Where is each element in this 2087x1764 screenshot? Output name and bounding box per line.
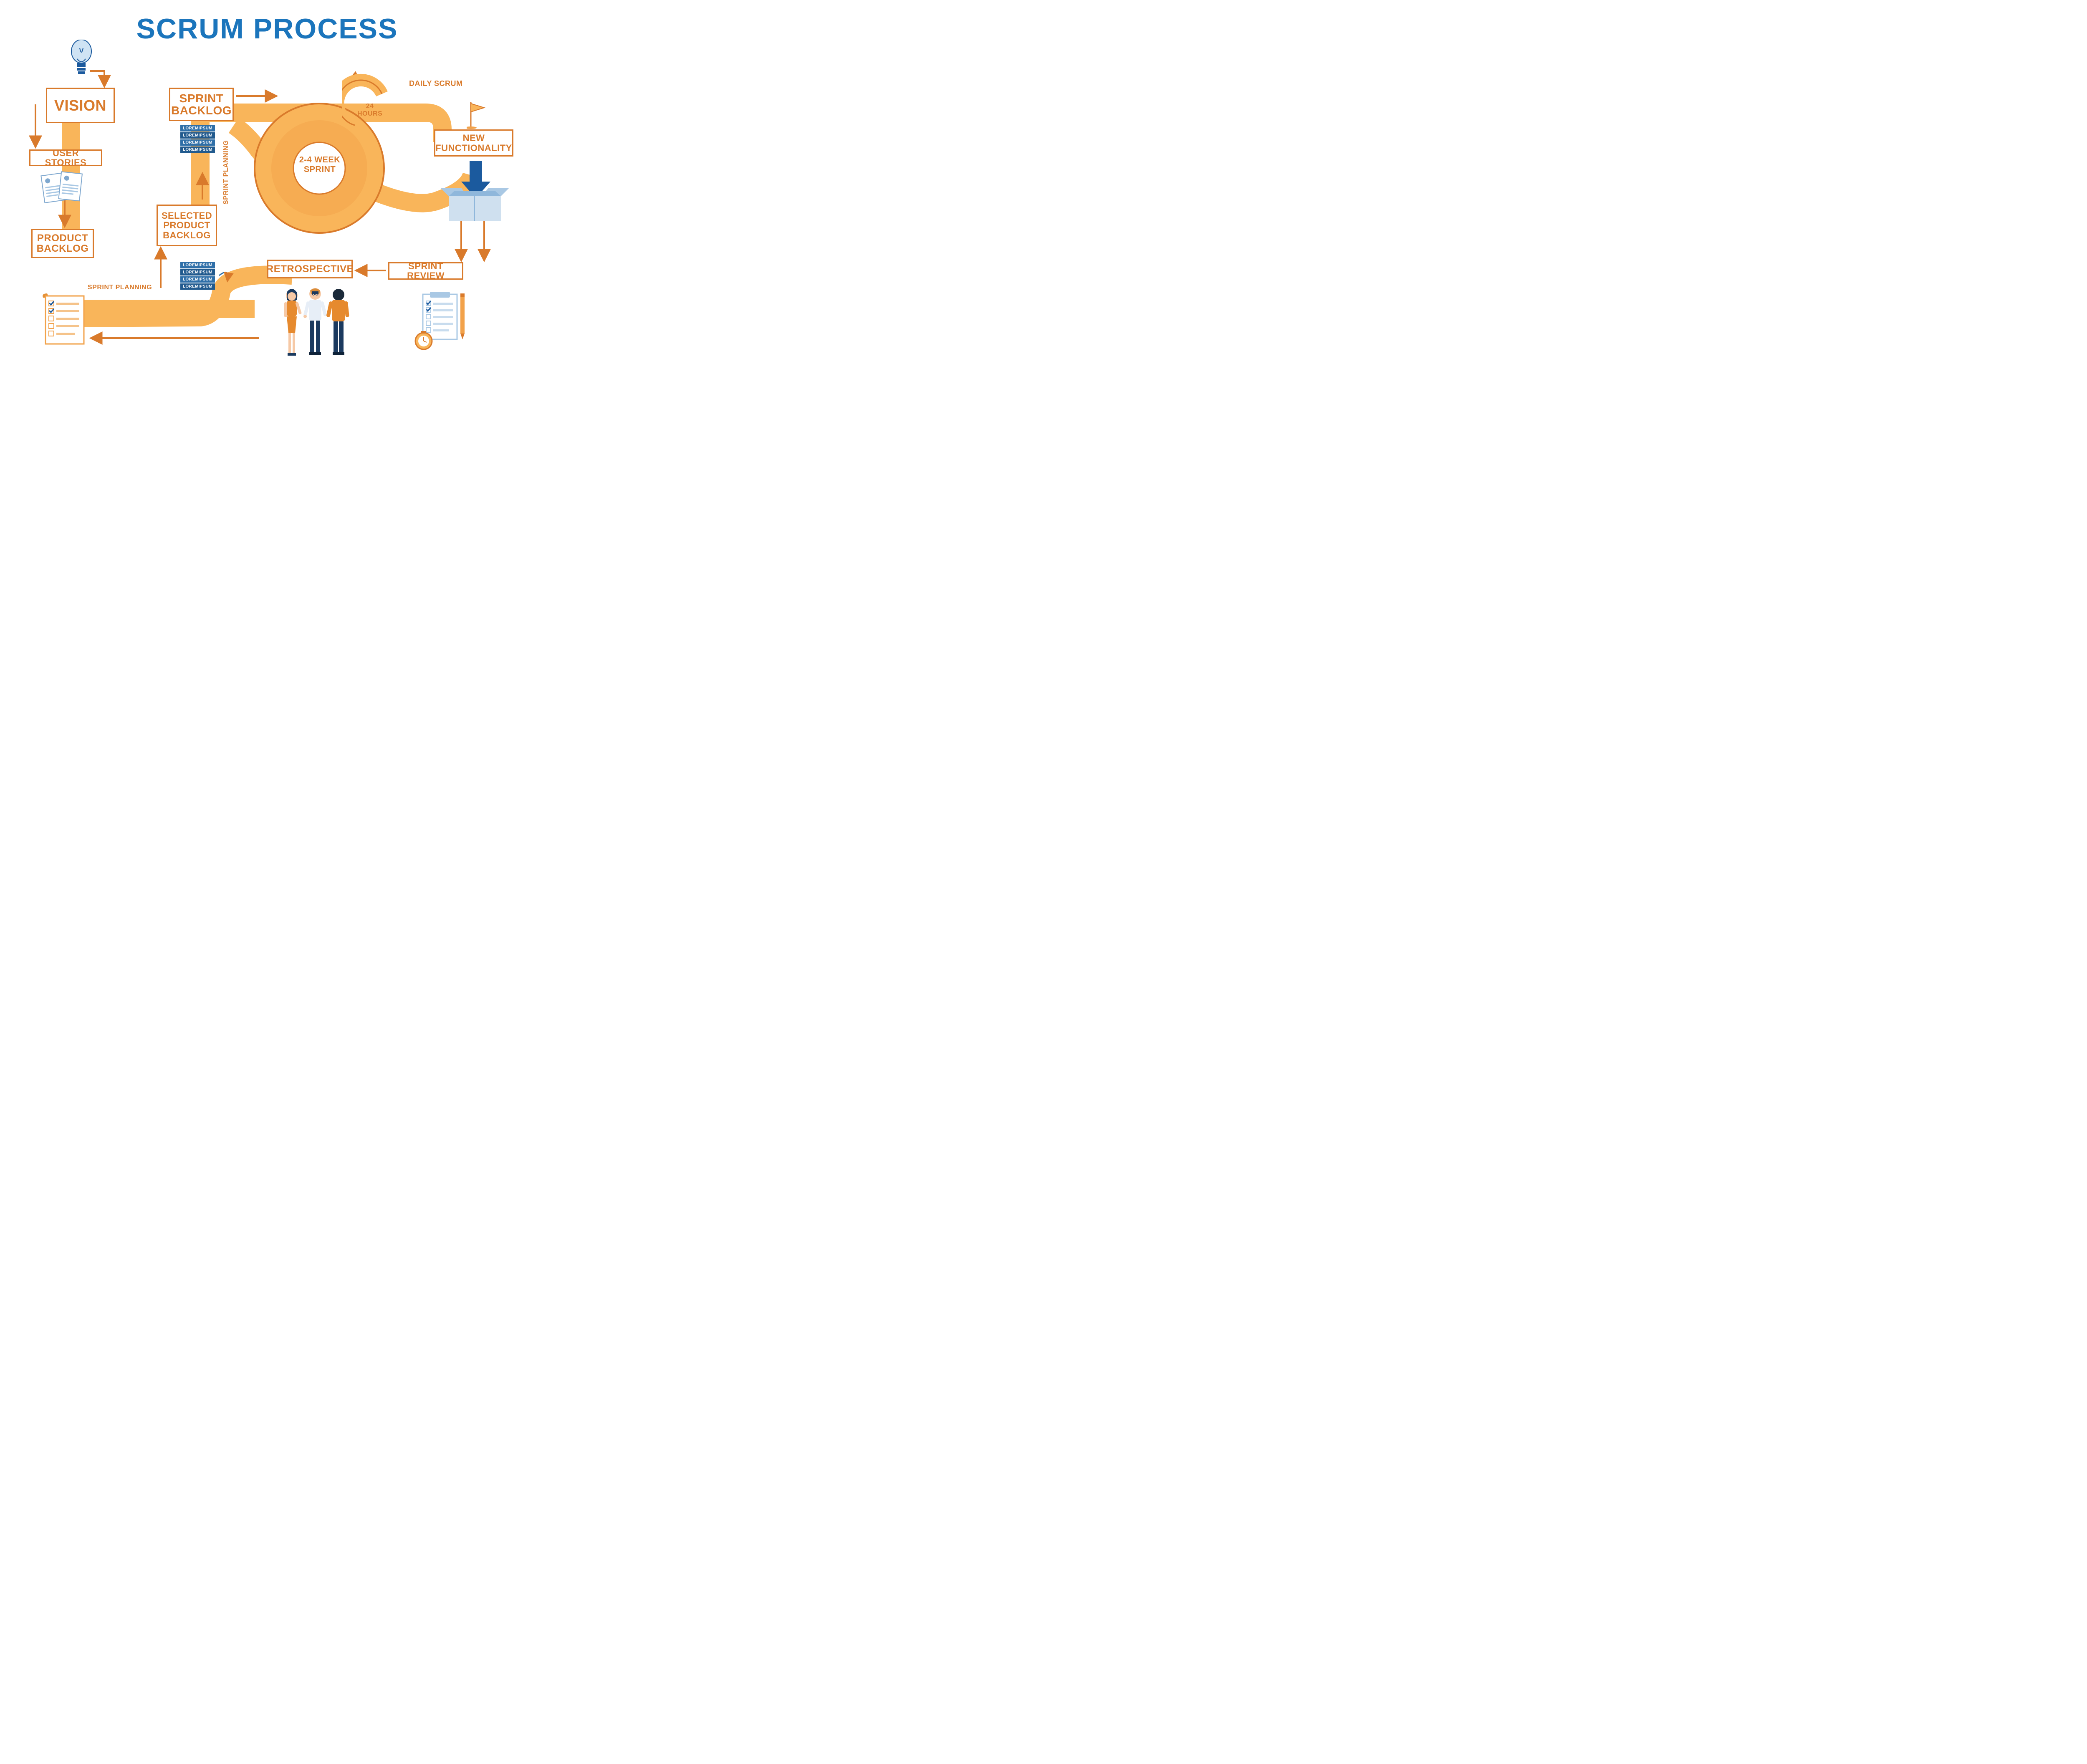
checklist-blue-icon xyxy=(411,290,474,353)
open-box-icon xyxy=(440,159,509,225)
sprint-planning-horizontal: SPRINT PLANNING xyxy=(88,284,152,291)
ticket-stack-lower: LOREMIPSUM LOREMIPSUM LOREMIPSUM LOREMIP… xyxy=(180,262,215,290)
node-sprint-backlog-label: SPRINT BACKLOG xyxy=(171,92,232,117)
node-new-functionality-label: NEW FUNCTIONALITY xyxy=(435,133,512,152)
ticket: LOREMIPSUM xyxy=(180,276,215,283)
node-retrospective-label: RETROSPECTIVE xyxy=(266,264,354,274)
hours-24-label: 24 HOURS xyxy=(357,103,382,118)
ticket: LOREMIPSUM xyxy=(180,269,215,275)
flag-icon xyxy=(467,100,488,129)
checklist-orange-icon xyxy=(40,290,90,349)
daily-scrum-label: DAILY SCRUM xyxy=(409,79,463,88)
documents-icon xyxy=(40,170,86,208)
ticket: LOREMIPSUM xyxy=(180,147,215,153)
team-people-icon xyxy=(278,284,353,363)
node-selected-product-backlog: SELECTED PRODUCT BACKLOG xyxy=(157,205,217,246)
daily-scrum-curl xyxy=(342,71,417,134)
node-product-backlog-label: PRODUCT BACKLOG xyxy=(37,233,89,254)
ticket-stack-upper: LOREMIPSUM LOREMIPSUM LOREMIPSUM LOREMIP… xyxy=(180,125,215,153)
node-product-backlog: PRODUCT BACKLOG xyxy=(31,229,94,258)
node-selected-backlog-label: SELECTED PRODUCT BACKLOG xyxy=(162,211,212,240)
node-sprint-backlog: SPRINT BACKLOG xyxy=(169,88,234,121)
sprint-planning-vertical: SPRINT PLANNING xyxy=(222,140,230,205)
node-new-functionality: NEW FUNCTIONALITY xyxy=(434,129,513,157)
ticket: LOREMIPSUM xyxy=(180,132,215,139)
node-sprint-review: SPRINT REVIEW xyxy=(388,262,463,280)
node-sprint-review-label: SPRINT REVIEW xyxy=(389,261,462,281)
sprint-circle-label: 2-4 WEEK SPRINT xyxy=(299,155,341,174)
ticket: LOREMIPSUM xyxy=(180,125,215,131)
ticket: LOREMIPSUM xyxy=(180,262,215,268)
node-user-stories: USER STORIES xyxy=(29,149,102,166)
lightbulb-icon xyxy=(69,40,94,79)
scrum-diagram: SCRUM PROCESS xyxy=(0,0,534,382)
node-vision: VISION xyxy=(46,88,115,123)
node-retrospective: RETROSPECTIVE xyxy=(267,260,353,278)
node-vision-label: VISION xyxy=(54,98,106,114)
ticket: LOREMIPSUM xyxy=(180,283,215,290)
ticket: LOREMIPSUM xyxy=(180,139,215,146)
node-user-stories-label: USER STORIES xyxy=(30,148,101,167)
